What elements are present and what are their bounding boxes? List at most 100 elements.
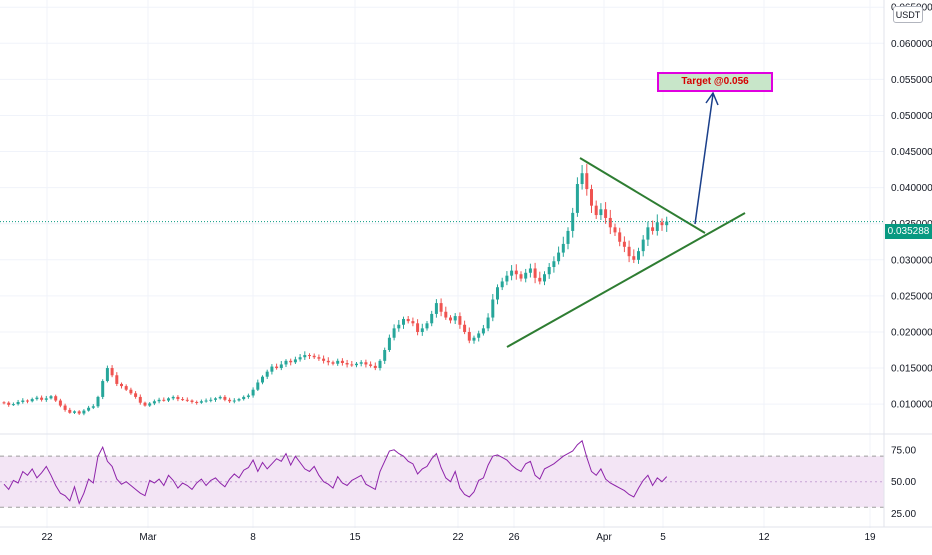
candle: [350, 360, 354, 367]
time-tick-label: 12: [758, 532, 770, 543]
time-tick-label: 8: [250, 532, 256, 543]
candle-body: [209, 399, 213, 401]
candle-body: [237, 399, 241, 401]
candle-body: [120, 383, 123, 387]
candle: [500, 277, 504, 291]
candle-body: [608, 217, 612, 228]
candle-body: [463, 324, 467, 332]
candle-body: [622, 241, 626, 247]
candle: [420, 323, 424, 336]
candle: [585, 163, 589, 196]
candle: [110, 365, 114, 378]
candle-body: [373, 365, 377, 369]
candle: [655, 214, 659, 236]
candle: [486, 313, 490, 332]
candle-body: [637, 251, 640, 260]
candle-body: [585, 173, 589, 190]
price-tick-label: 0.015000: [891, 364, 932, 375]
candle: [152, 399, 156, 406]
candle: [491, 294, 495, 322]
candle-body: [73, 411, 76, 413]
candle: [298, 354, 302, 362]
candle: [115, 372, 119, 387]
candle-body: [134, 393, 138, 397]
candle: [453, 313, 457, 325]
candle: [16, 399, 20, 406]
candle: [134, 391, 138, 399]
candle-body: [491, 299, 495, 318]
currency-badge[interactable]: USDT: [893, 6, 923, 23]
candle-body: [308, 355, 311, 357]
candle-body: [322, 358, 326, 361]
candle-body: [496, 287, 499, 300]
candle: [26, 399, 29, 404]
candle: [392, 324, 396, 341]
candle: [378, 359, 382, 371]
candle-body: [7, 402, 11, 405]
candle: [345, 359, 349, 368]
candle-body: [594, 205, 598, 216]
candle: [406, 315, 410, 324]
drawings[interactable]: [506, 91, 746, 348]
candle-body: [416, 323, 420, 332]
candle: [336, 358, 340, 366]
candle: [519, 271, 523, 282]
candle-body: [632, 256, 636, 260]
candle-body: [317, 357, 321, 359]
candle: [449, 315, 452, 324]
candle-body: [345, 362, 349, 365]
candle: [2, 401, 6, 405]
candle: [622, 236, 626, 253]
candle-body: [439, 303, 443, 312]
candle: [425, 321, 429, 331]
candle-body: [87, 407, 91, 411]
target-annotation[interactable]: Target @0.056: [657, 72, 773, 92]
candle: [665, 216, 669, 232]
candle: [82, 409, 86, 416]
candle: [397, 320, 401, 332]
candle-body: [148, 403, 152, 406]
candle-body: [533, 268, 537, 278]
target-arrow[interactable]: [694, 93, 714, 225]
candle: [195, 400, 199, 405]
time-tick-label: 5: [660, 532, 666, 543]
candle: [467, 327, 471, 344]
candle-body: [500, 281, 504, 288]
candle-body: [472, 337, 476, 341]
candle: [571, 207, 575, 238]
candle-body: [204, 400, 208, 402]
candle-body: [82, 410, 86, 414]
rsi-line: [3, 439, 668, 505]
candle: [613, 223, 617, 237]
candle: [289, 358, 293, 366]
candle-body: [425, 323, 429, 329]
candle: [580, 165, 584, 190]
candle-body: [101, 381, 105, 397]
candle: [44, 395, 48, 402]
candle-body: [68, 409, 72, 413]
lower-trendline[interactable]: [506, 212, 746, 348]
candle-body: [143, 402, 147, 406]
grid: [0, 0, 884, 528]
price-tick-label: 0.030000: [891, 255, 932, 266]
candle-body: [105, 368, 109, 382]
candle-body: [171, 396, 175, 399]
candle: [293, 356, 297, 364]
candle: [167, 397, 170, 402]
rsi-band: [0, 455, 884, 508]
candle: [322, 355, 326, 364]
candle: [265, 369, 269, 380]
candle-body: [167, 398, 170, 401]
upper-trendline[interactable]: [579, 157, 706, 234]
candle-body: [387, 337, 391, 351]
candle-body: [115, 375, 119, 384]
candle: [364, 359, 368, 368]
candle-body: [481, 328, 485, 334]
candle-body: [383, 350, 387, 361]
candle: [101, 379, 105, 400]
candle-body: [378, 360, 382, 369]
candle-body: [265, 371, 269, 377]
candle: [660, 218, 664, 231]
